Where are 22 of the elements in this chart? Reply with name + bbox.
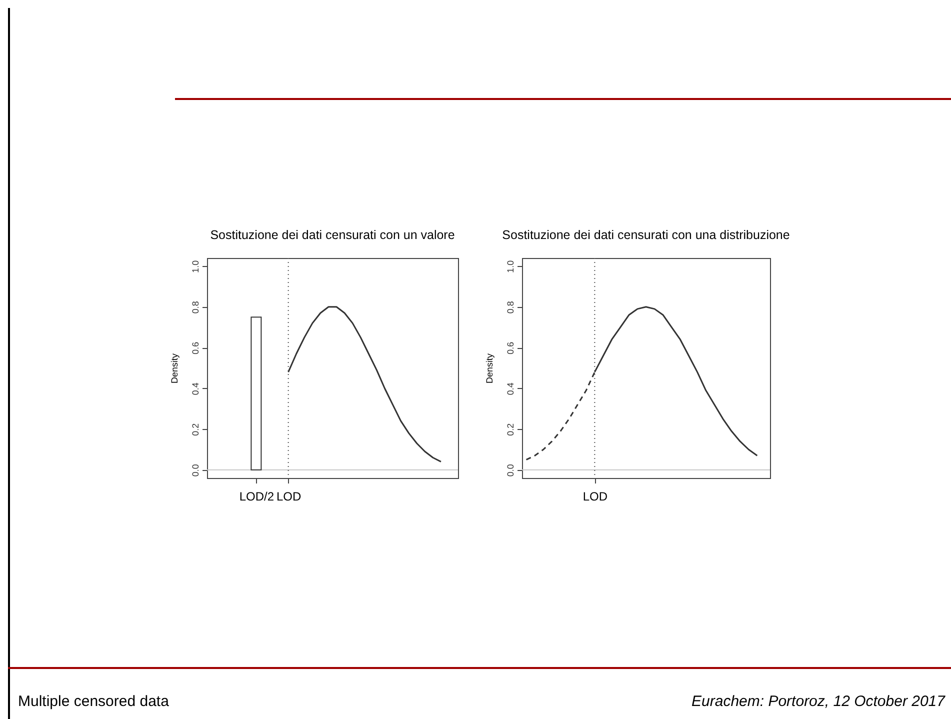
- y-tick-label: 1.0: [190, 260, 200, 273]
- y-tick-label: 0.4: [506, 382, 516, 396]
- x-tick-label: LOD: [582, 490, 608, 504]
- x-tick-label: LOD/2: [239, 490, 274, 504]
- y-tick-label: 0.2: [506, 423, 516, 436]
- y-tick-label: 0.0: [190, 464, 200, 477]
- y-tick-label: 0.6: [190, 342, 200, 354]
- line-series: [288, 306, 442, 462]
- y-tick-label: 0.8: [506, 301, 516, 314]
- y-axis-title: Density: [484, 353, 494, 384]
- text: Eurachem: Portoroz, 12 October 2017: [692, 693, 945, 710]
- chart-title: Sostituzione dei dati censurati con una distribuzione: [502, 228, 790, 242]
- y-tick-label: 1.0: [506, 260, 516, 273]
- y-axis-title: Density: [170, 353, 180, 384]
- x-tick-label: LOD: [276, 490, 302, 504]
- y-tick-label: 0.6: [506, 342, 516, 354]
- y-tick-label: 0.2: [190, 423, 200, 436]
- y-tick-label: 0.8: [190, 301, 200, 314]
- text: Multiple censored data: [18, 693, 169, 710]
- y-tick-label: 0.4: [190, 382, 200, 396]
- y-tick-label: 0.0: [506, 464, 516, 477]
- chart-title: Sostituzione dei dati censurati con un valore: [210, 228, 455, 242]
